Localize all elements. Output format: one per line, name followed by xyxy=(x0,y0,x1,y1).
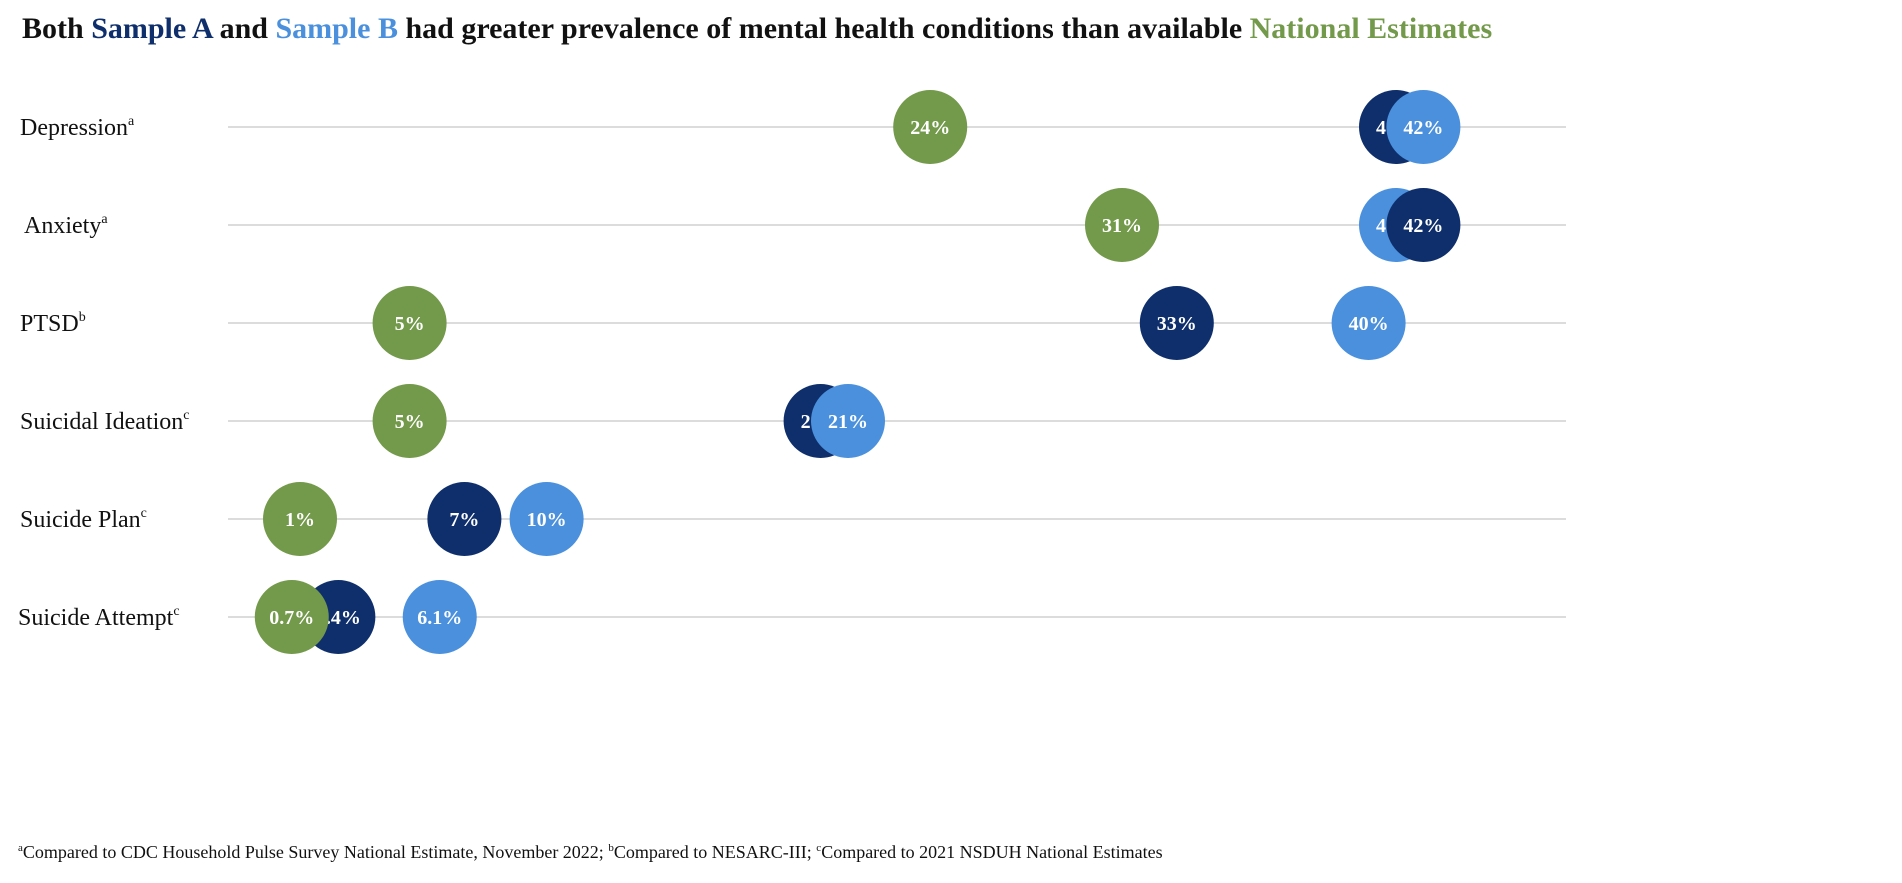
category-label-superscript: a xyxy=(101,212,108,227)
footnote-c-text: Compared to 2021 NSDUH National Estimate… xyxy=(821,842,1163,862)
category-label-superscript: b xyxy=(79,310,86,325)
bubble-circle xyxy=(254,580,329,654)
bubble-value-label: 21% xyxy=(828,411,868,433)
title-series-b: Sample B xyxy=(275,12,398,45)
bubble-circle xyxy=(427,482,502,556)
bubble-sample-b: 42% xyxy=(1386,90,1461,164)
footnote: aCompared to CDC Household Pulse Survey … xyxy=(18,842,1163,863)
chart-title: Both Sample A and Sample B had greater p… xyxy=(22,12,1492,46)
title-mid-1: and xyxy=(212,12,276,45)
category-label-superscript: c xyxy=(173,604,179,619)
bubble-value-label: 5% xyxy=(395,313,425,335)
bubble-value-label: 31% xyxy=(1102,215,1142,237)
category-label: Depressiona xyxy=(20,114,135,141)
category-label-text: Suicide Plan xyxy=(20,507,141,533)
bubble-circle xyxy=(372,384,447,458)
bubble-circle xyxy=(402,580,477,654)
category-label: Suicide Attemptc xyxy=(18,604,180,631)
footnote-b-text: Compared to NESARC-III; xyxy=(613,842,817,862)
title-series-a: Sample A xyxy=(91,12,213,45)
bubble-circle xyxy=(1386,90,1461,164)
bubble-sample-a: 42% xyxy=(1386,188,1461,262)
category-label: Anxietya xyxy=(24,212,108,239)
bubble-value-label: 6.1% xyxy=(417,607,462,629)
footnote-a-text: Compared to CDC Household Pulse Survey N… xyxy=(22,842,609,862)
title-mid-2: had greater prevalence of mental health … xyxy=(397,12,1250,45)
bubble-value-label: 42% xyxy=(1403,215,1443,237)
bubble-circle xyxy=(1386,188,1461,262)
bubble-national-estimates: 0.7% xyxy=(254,580,329,654)
bubble-circle xyxy=(372,286,447,360)
footnote-c-marker: c xyxy=(816,842,822,854)
bubble-national-estimates: 5% xyxy=(372,286,447,360)
category-label-text: Anxiety xyxy=(24,213,101,239)
bubble-value-label: 42% xyxy=(1403,117,1443,139)
bubble-circle xyxy=(1331,286,1406,360)
bubble-national-estimates: 24% xyxy=(893,90,968,164)
bubble-value-label: 33% xyxy=(1157,313,1197,335)
bubble-circle xyxy=(811,384,885,458)
footnote-a-marker: a xyxy=(18,842,23,854)
category-label-superscript: c xyxy=(183,408,189,423)
category-label-text: Suicidal Ideation xyxy=(20,409,183,435)
category-label-superscript: a xyxy=(128,114,135,129)
bubble-national-estimates: 31% xyxy=(1085,188,1159,262)
bubble-value-label: 5% xyxy=(395,411,425,433)
bubble-circle xyxy=(1085,188,1159,262)
bubble-national-estimates: 5% xyxy=(372,384,447,458)
bubble-value-label: 0.7% xyxy=(269,607,314,629)
bubble-circle xyxy=(1139,286,1214,360)
footnote-b-marker: b xyxy=(608,842,614,854)
bubble-circle xyxy=(509,482,584,556)
title-prefix: Both xyxy=(22,12,92,45)
bubble-value-label: 24% xyxy=(910,117,950,139)
bubble-value-label: 1% xyxy=(285,509,315,531)
bubble-value-label: 40% xyxy=(1349,313,1389,335)
category-label: PTSDb xyxy=(20,310,86,337)
title-series-national: National Estimates xyxy=(1249,12,1493,45)
bubble-sample-b: 21% xyxy=(811,384,885,458)
bubble-sample-a: 7% xyxy=(427,482,502,556)
bubble-sample-b: 6.1% xyxy=(402,580,477,654)
bubble-sample-a: 33% xyxy=(1139,286,1214,360)
category-label-text: Suicide Attempt xyxy=(18,605,174,631)
bubble-value-label: 10% xyxy=(527,509,567,531)
bubble-circle xyxy=(893,90,968,164)
category-label-text: Depression xyxy=(20,115,128,141)
bubble-sample-b: 10% xyxy=(509,482,584,556)
bubble-sample-b: 40% xyxy=(1331,286,1406,360)
bubble-national-estimates: 1% xyxy=(263,482,337,556)
bubble-value-label: 7% xyxy=(449,509,479,531)
category-label: Suicide Planc xyxy=(20,506,147,533)
category-label-superscript: c xyxy=(141,506,147,521)
category-label-text: PTSD xyxy=(20,311,79,337)
bubble-circle xyxy=(263,482,337,556)
category-label: Suicidal Ideationc xyxy=(20,408,190,435)
